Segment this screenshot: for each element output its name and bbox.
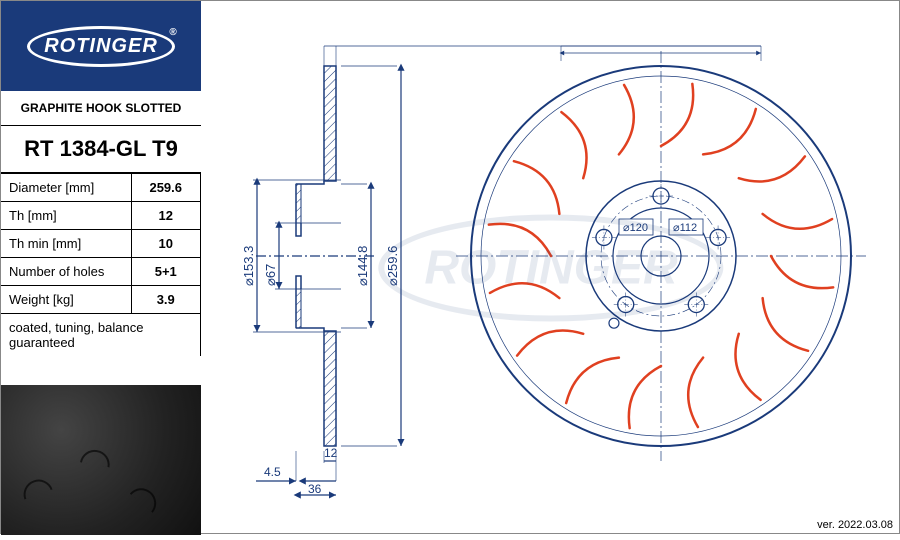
spec-row: Diameter [mm]259.6 (1, 174, 201, 202)
spec-row: Number of holes5+1 (1, 258, 201, 286)
spec-label: Number of holes (1, 258, 131, 286)
svg-text:⌀144.8: ⌀144.8 (355, 246, 370, 286)
logo-text: ROTINGER® (27, 26, 175, 67)
spec-label: Weight [kg] (1, 286, 131, 314)
spec-row: Th [mm]12 (1, 202, 201, 230)
technical-drawing: ROTINGER ⌀153.3⌀67⌀144.8⌀259.64.53612⌀12… (201, 1, 900, 535)
spec-value: 12 (131, 202, 201, 230)
svg-text:⌀112: ⌀112 (673, 222, 697, 234)
spec-table: Diameter [mm]259.6Th [mm]12Th min [mm]10… (1, 173, 201, 314)
svg-text:12: 12 (324, 446, 338, 460)
sidebar: ROTINGER® GRAPHITE HOOK SLOTTED RT 1384-… (1, 1, 201, 535)
product-type: GRAPHITE HOOK SLOTTED (1, 91, 201, 126)
logo: ROTINGER® (1, 1, 201, 91)
spec-note: coated, tuning, balance guaranteed (1, 314, 201, 356)
svg-text:36: 36 (308, 482, 322, 496)
spec-value: 5+1 (131, 258, 201, 286)
spec-value: 10 (131, 230, 201, 258)
svg-text:4.5: 4.5 (264, 465, 281, 479)
svg-text:⌀120: ⌀120 (623, 222, 648, 234)
spec-label: Th min [mm] (1, 230, 131, 258)
svg-text:⌀259.6: ⌀259.6 (385, 246, 400, 286)
spec-row: Weight [kg]3.9 (1, 286, 201, 314)
version-text: ver. 2022.03.08 (817, 519, 893, 531)
svg-text:⌀153.3: ⌀153.3 (241, 246, 256, 286)
spec-row: Th min [mm]10 (1, 230, 201, 258)
svg-text:⌀67: ⌀67 (263, 264, 278, 286)
spec-value: 3.9 (131, 286, 201, 314)
spec-value: 259.6 (131, 174, 201, 202)
spec-label: Diameter [mm] (1, 174, 131, 202)
part-number: RT 1384-GL T9 (1, 126, 201, 173)
product-photo (1, 385, 201, 535)
spec-label: Th [mm] (1, 202, 131, 230)
